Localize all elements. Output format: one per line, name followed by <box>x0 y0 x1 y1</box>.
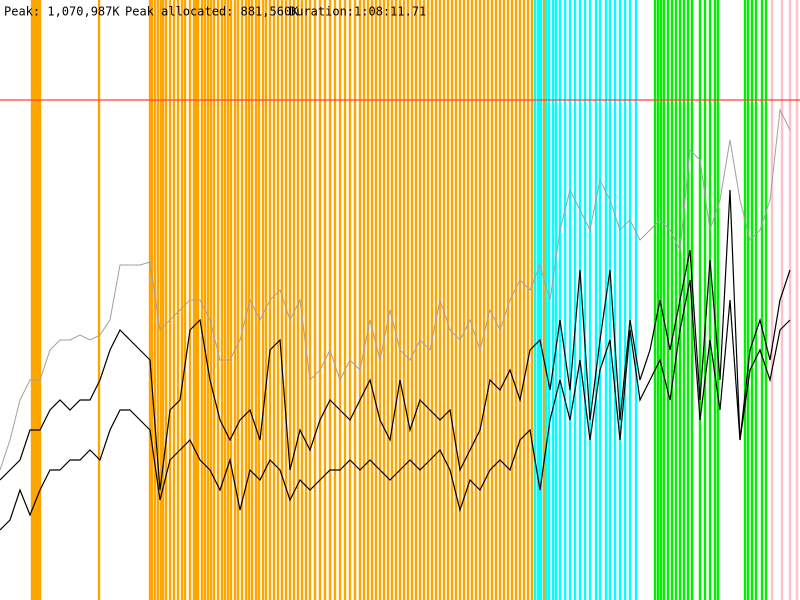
peak-label: Peak: 1,070,987K <box>4 5 120 19</box>
duration-label: Duration:1:08:11.71 <box>289 5 426 19</box>
event-stripes <box>30 0 799 600</box>
peak-allocated-label: Peak allocated: 881,560K <box>125 5 299 19</box>
series-lines <box>0 108 791 531</box>
series-line <box>0 108 791 471</box>
series-line <box>0 279 791 531</box>
series-line <box>0 189 791 491</box>
header: Peak: 1,070,987K Peak allocated: 881,560… <box>4 5 426 19</box>
